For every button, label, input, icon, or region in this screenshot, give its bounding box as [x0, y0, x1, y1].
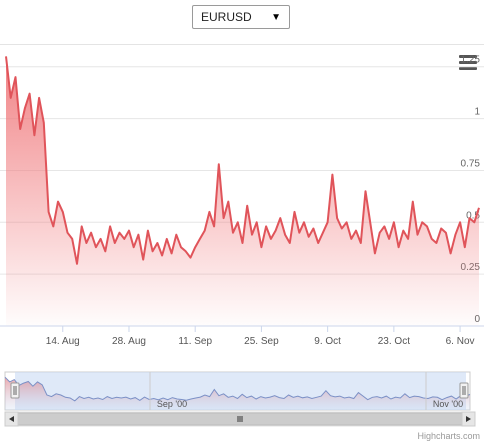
arrow-right-icon [466, 416, 471, 422]
x-tick-label: 11. Sep [178, 336, 212, 347]
hamburger-menu-icon[interactable] [459, 55, 477, 71]
currency-pair-select-value: EURUSD [201, 10, 252, 24]
y-tick-label: 0.75 [461, 158, 481, 169]
x-tick-label: 28. Aug [112, 336, 146, 347]
y-tick-label: 0.5 [466, 210, 480, 221]
navigator-label: Sep '00 [157, 399, 187, 409]
highcharts-credits-link[interactable]: Highcharts.com [417, 431, 480, 441]
x-tick-label: 14. Aug [46, 336, 80, 347]
x-tick-label: 25. Sep [244, 336, 279, 347]
series-line [5, 56, 480, 265]
x-tick-label: 23. Oct [378, 336, 410, 347]
y-tick-label: 1.25 [461, 55, 481, 66]
x-tick-label: 6. Nov [446, 336, 475, 347]
y-tick-label: 1 [474, 107, 480, 118]
chart-top-border [0, 44, 484, 45]
navigator-area [5, 377, 470, 410]
navigator-line [4, 376, 471, 402]
triangle-down-icon: ▼ [271, 11, 281, 23]
series-area [6, 56, 479, 327]
navigator-label: Nov '00 [433, 399, 463, 409]
x-tick-label: 9. Oct [314, 336, 341, 347]
currency-pair-select[interactable]: EURUSD ▼ [192, 5, 290, 29]
navigator-right-handle[interactable] [459, 382, 469, 399]
arrow-left-icon [9, 416, 14, 422]
navigator-left-handle[interactable] [10, 382, 20, 399]
